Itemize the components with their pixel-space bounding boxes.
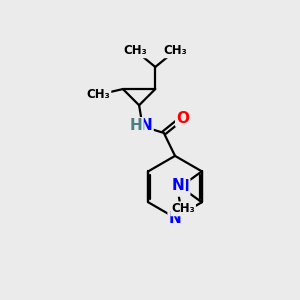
Text: CH₃: CH₃: [124, 44, 147, 57]
Text: N: N: [170, 181, 183, 196]
Text: N: N: [140, 118, 152, 134]
Text: CH₃: CH₃: [87, 88, 110, 101]
Text: N: N: [172, 178, 184, 193]
Text: N: N: [169, 211, 182, 226]
Text: CH₃: CH₃: [163, 44, 187, 57]
Text: H: H: [130, 118, 142, 134]
Text: O: O: [176, 111, 189, 126]
Text: N: N: [176, 179, 189, 194]
Text: CH₃: CH₃: [171, 202, 195, 215]
